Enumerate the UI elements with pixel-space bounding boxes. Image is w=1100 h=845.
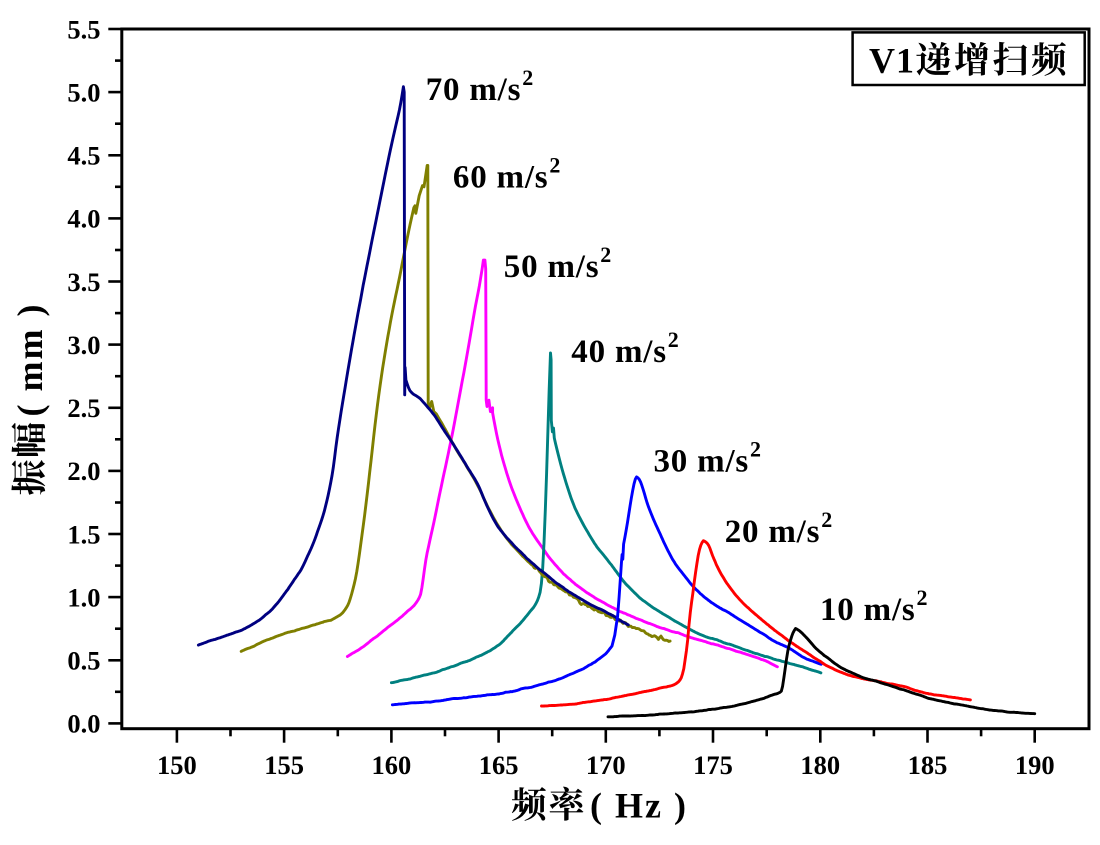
svg-text:190: 190 xyxy=(1015,750,1055,780)
svg-text:5.5: 5.5 xyxy=(67,14,100,44)
svg-text:4.0: 4.0 xyxy=(67,204,100,234)
svg-text:2: 2 xyxy=(917,585,928,610)
svg-text:2.0: 2.0 xyxy=(67,456,100,486)
svg-text:10 m/s: 10 m/s xyxy=(820,592,916,628)
svg-text:155: 155 xyxy=(264,750,304,780)
svg-text:( Hz ): ( Hz ) xyxy=(590,786,688,826)
svg-text:170: 170 xyxy=(586,750,626,780)
svg-text:30 m/s: 30 m/s xyxy=(654,443,750,479)
svg-text:( mm ): ( mm ) xyxy=(10,303,50,417)
svg-text:175: 175 xyxy=(693,750,733,780)
svg-text:2: 2 xyxy=(600,242,611,267)
svg-text:180: 180 xyxy=(800,750,840,780)
svg-text:2: 2 xyxy=(750,436,761,461)
svg-text:50 m/s: 50 m/s xyxy=(504,249,600,285)
svg-text:165: 165 xyxy=(479,750,519,780)
svg-text:5.0: 5.0 xyxy=(67,77,100,107)
svg-text:70 m/s: 70 m/s xyxy=(426,72,522,108)
svg-text:20 m/s: 20 m/s xyxy=(725,514,821,550)
svg-text:0.0: 0.0 xyxy=(67,709,100,739)
svg-text:2: 2 xyxy=(821,507,832,532)
svg-text:4.5: 4.5 xyxy=(67,141,100,171)
svg-text:0.5: 0.5 xyxy=(67,646,100,676)
svg-text:1.0: 1.0 xyxy=(67,582,100,612)
svg-text:2: 2 xyxy=(549,153,560,178)
svg-text:160: 160 xyxy=(372,750,412,780)
svg-text:2: 2 xyxy=(668,327,679,352)
svg-text:2: 2 xyxy=(522,65,533,90)
svg-text:60 m/s: 60 m/s xyxy=(453,160,549,196)
svg-text:2.5: 2.5 xyxy=(67,393,100,423)
svg-text:1.5: 1.5 xyxy=(67,519,100,549)
svg-text:150: 150 xyxy=(157,750,197,780)
svg-text:3.0: 3.0 xyxy=(67,330,100,360)
svg-text:3.5: 3.5 xyxy=(67,267,100,297)
svg-text:V1: V1 xyxy=(869,41,915,81)
svg-text:185: 185 xyxy=(908,750,948,780)
svg-text:40 m/s: 40 m/s xyxy=(571,334,667,370)
